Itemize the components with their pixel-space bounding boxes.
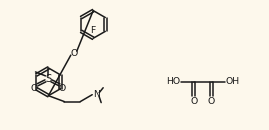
Text: S: S <box>45 74 52 84</box>
Text: OH: OH <box>225 77 240 86</box>
Text: O: O <box>70 49 77 58</box>
Text: O: O <box>208 97 215 106</box>
Text: N: N <box>93 90 100 99</box>
Text: O: O <box>190 97 197 106</box>
Text: O: O <box>31 84 38 93</box>
Text: F: F <box>91 26 96 35</box>
Text: HO: HO <box>166 77 180 86</box>
Text: O: O <box>59 84 66 93</box>
